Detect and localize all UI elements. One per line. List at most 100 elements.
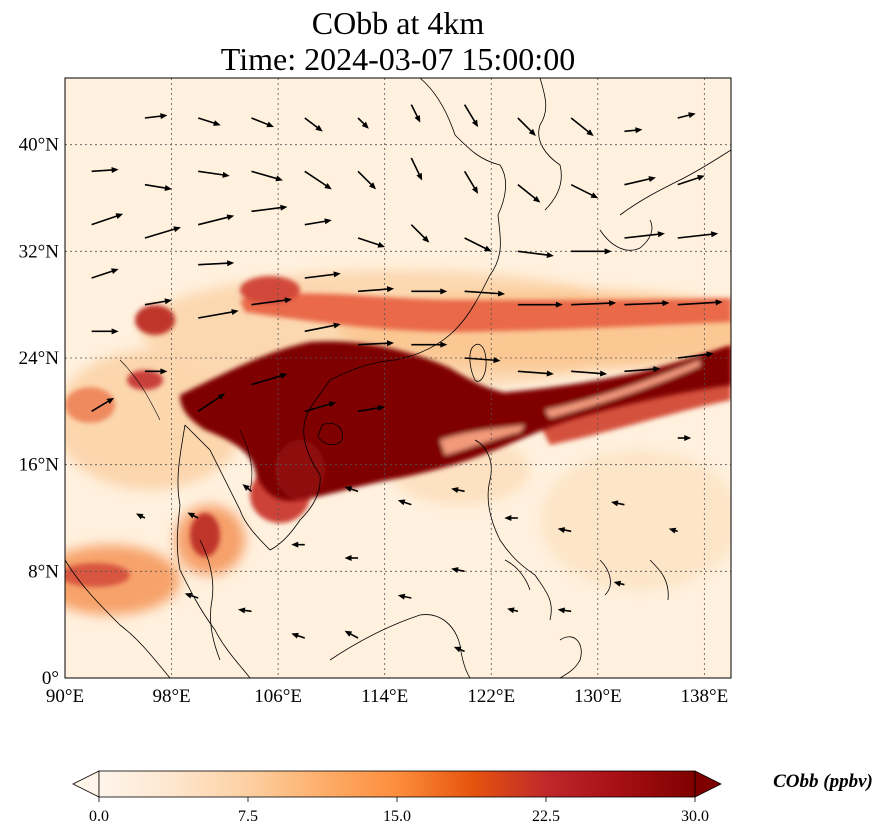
wind-arrow <box>571 370 608 377</box>
wind-arrow <box>357 286 395 293</box>
wind-arrow <box>91 268 119 279</box>
map-title-line1: CObb at 4km <box>312 5 485 41</box>
wind-arrow <box>91 328 119 335</box>
wind-arrow <box>451 567 465 573</box>
wind-arrow <box>677 112 696 119</box>
wind-arrow <box>557 527 572 533</box>
wind-arrow <box>517 117 536 136</box>
wind-arrow <box>344 630 359 639</box>
wind-arrow <box>397 593 412 600</box>
wind-arrow <box>358 340 395 347</box>
coastlines <box>65 78 731 678</box>
wind-arrow <box>304 117 323 132</box>
wind-arrow <box>624 176 656 186</box>
wind-arrow <box>570 117 594 136</box>
concentration-field <box>65 270 731 615</box>
colorbar-tick-label: 15.0 <box>383 808 411 825</box>
wind-arrow <box>198 170 230 178</box>
lat-tick-label: 0° <box>42 668 59 689</box>
colorbar-tick-label: 22.5 <box>532 808 560 825</box>
plume-core <box>180 341 731 501</box>
wind-arrow <box>410 104 421 123</box>
wind-arrow <box>344 555 359 561</box>
wind-arrow <box>677 175 705 186</box>
wind-arrow <box>668 527 678 534</box>
colorbar-ticks: 0.0 7.5 15.0 22.5 30.0 <box>89 797 709 825</box>
wind-arrow <box>624 366 661 373</box>
wind-arrow <box>197 393 226 412</box>
wind-arrow <box>357 170 377 190</box>
wind-arrow <box>187 512 199 519</box>
wind-arrow <box>410 157 423 181</box>
map-panel <box>64 77 732 679</box>
wind-arrow <box>135 513 146 520</box>
wind-arrow <box>453 646 465 653</box>
wind-arrow <box>517 370 554 377</box>
wind-arrow <box>357 237 386 248</box>
wind-arrow <box>504 515 518 521</box>
wind-arrow <box>304 322 341 333</box>
wind-arrow <box>411 288 448 295</box>
wind-arrow <box>198 309 239 319</box>
wind-arrow <box>251 204 288 213</box>
colorbar-bar <box>98 770 696 798</box>
colorbar-tick-label: 7.5 <box>238 808 258 825</box>
wind-arrow <box>197 117 221 126</box>
lon-tick-label: 90°E <box>46 686 84 707</box>
wind-arrow <box>397 499 412 506</box>
wind-arrow <box>251 170 283 182</box>
colorbar-tick-label: 30.0 <box>681 808 709 825</box>
map-frame <box>64 77 732 679</box>
wind-arrow <box>242 484 252 492</box>
wind-arrow <box>91 397 115 413</box>
wind-arrow <box>463 104 479 128</box>
wind-arrow <box>304 170 332 190</box>
wind-arrow <box>344 486 359 493</box>
wind-arrow <box>291 541 305 548</box>
wind-arrow <box>610 500 625 507</box>
lon-tick-label: 114°E <box>361 686 408 707</box>
colorbar-extend-low <box>72 770 100 798</box>
lat-tick-label: 32°N <box>19 241 60 262</box>
wind-arrow <box>677 435 692 441</box>
wind-arrow <box>291 632 306 639</box>
wind-arrow <box>677 299 723 306</box>
wind-arrow <box>304 271 341 279</box>
wind-arrow <box>517 184 541 203</box>
wind-arrow <box>463 170 479 194</box>
wind-arrow <box>198 260 235 267</box>
wind-arrow <box>304 218 332 226</box>
colorbar-extend-high <box>694 770 722 798</box>
wind-arrow <box>613 580 625 587</box>
wind-arrow <box>410 224 430 243</box>
wind-arrow <box>144 368 168 375</box>
lat-tick-labels: 0° 8°N 16°N 24°N 32°N 40°N <box>19 135 60 689</box>
wind-arrow <box>357 405 386 413</box>
wind-arrow <box>677 231 719 239</box>
wind-arrow <box>517 301 563 308</box>
wind-arrow <box>144 183 172 191</box>
wind-vectors <box>91 104 723 653</box>
wind-arrow <box>464 357 501 364</box>
wind-arrow <box>304 401 337 413</box>
wind-arrow <box>144 298 172 306</box>
wind-arrow <box>624 127 643 134</box>
lat-tick-label: 8°N <box>28 561 59 582</box>
lon-tick-label: 122°E <box>467 686 515 707</box>
wind-arrow <box>251 373 288 386</box>
colorbar: 0.0 7.5 15.0 22.5 30.0 CObb (ppbv) <box>72 770 873 825</box>
lat-tick-label: 24°N <box>19 348 60 369</box>
lat-tick-label: 16°N <box>19 455 60 476</box>
wind-arrow <box>251 297 292 306</box>
wind-arrow <box>464 237 492 252</box>
colorbar-tick-label: 0.0 <box>89 808 109 825</box>
wind-arrow <box>251 117 274 128</box>
lon-tick-label: 98°E <box>152 686 190 707</box>
wind-arrow <box>237 607 252 614</box>
wind-arrow <box>91 213 124 226</box>
wind-arrow <box>144 113 168 120</box>
wind-arrow <box>144 226 181 239</box>
wind-arrow <box>184 592 199 599</box>
wind-arrow <box>570 183 599 199</box>
